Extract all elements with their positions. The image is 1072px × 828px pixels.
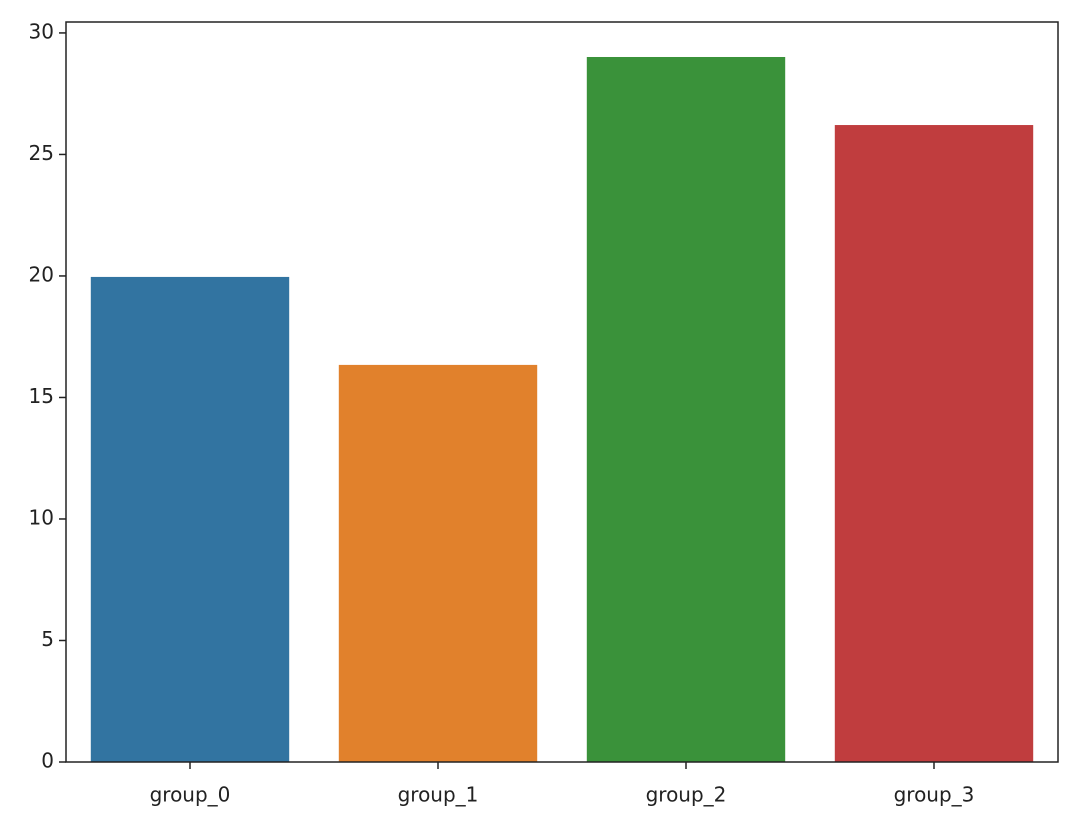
y-tick-label: 25 — [29, 141, 54, 165]
x-tick-label: group_3 — [894, 783, 975, 807]
y-tick-label: 0 — [41, 749, 54, 773]
plot-frame — [65, 21, 1059, 763]
y-tick-label: 15 — [29, 384, 54, 408]
x-tick-label: group_1 — [398, 783, 479, 807]
bar — [834, 125, 1034, 762]
y-tick-label: 20 — [29, 262, 54, 286]
y-tick-label: 5 — [41, 627, 54, 651]
bar — [338, 364, 538, 762]
y-tick-label: 30 — [29, 19, 54, 43]
x-tick-label: group_0 — [150, 783, 231, 807]
bar — [586, 56, 786, 763]
bar — [90, 276, 290, 762]
x-tick-label: group_2 — [646, 783, 727, 807]
y-tick-label: 10 — [29, 505, 54, 529]
